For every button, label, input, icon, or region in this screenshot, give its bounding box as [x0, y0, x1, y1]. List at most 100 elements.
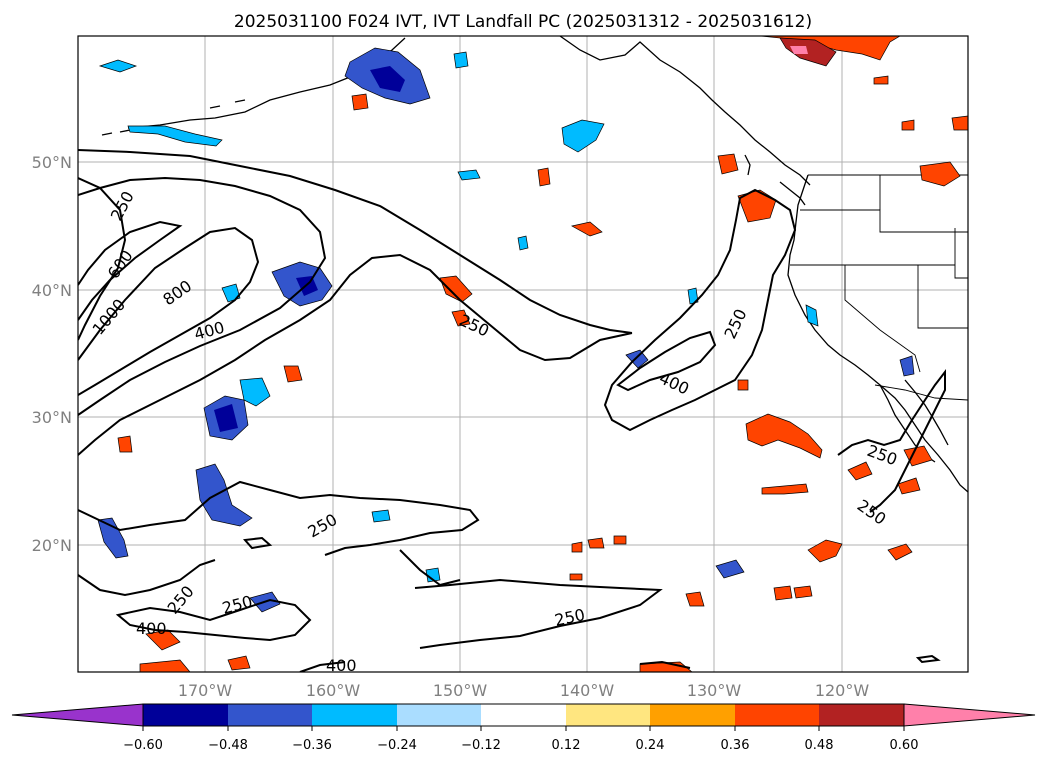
lon-label-150w: 150°W — [433, 681, 488, 700]
neg-patch-gulf-alaska — [561, 119, 605, 153]
neg-patch-west-30n-edge — [239, 377, 271, 407]
pos-patch-mid-37n — [451, 309, 471, 327]
pos-patch-mid-40n — [439, 275, 473, 303]
contour-400-south — [115, 598, 312, 642]
contour-400-bottom — [299, 661, 346, 672]
neg-patch-west-20n — [97, 517, 129, 559]
pos-patch-bottom-2 — [227, 655, 251, 671]
lat-label-40n: 40°N — [32, 281, 72, 300]
latitude-labels: 50°N 40°N 30°N 20°N — [32, 153, 72, 555]
neg-patch-small-7 — [425, 567, 441, 583]
colorbar-tick-label: 0.48 — [805, 738, 834, 753]
lon-label-170w: 170°W — [178, 681, 233, 700]
colorbar-tick-label: −0.60 — [123, 738, 163, 753]
lon-label-160w: 160°W — [306, 681, 361, 700]
contour-250-baja — [837, 369, 946, 513]
colorbar-segment — [481, 704, 566, 726]
neg-patch-small-6 — [371, 509, 391, 523]
map-panel: 250 600 1000 800 400 250 250 400 250 250… — [77, 35, 969, 673]
contour-400-east — [616, 330, 717, 392]
neg-patch-east-pacific — [625, 349, 649, 369]
pos-patch-canada-core — [779, 37, 837, 67]
california-nevada-border — [844, 265, 921, 373]
lat-label-30n: 30°N — [32, 408, 72, 427]
lon-label-120w: 120°W — [815, 681, 870, 700]
longitude-labels: 170°W 160°W 150°W 140°W 130°W 120°W — [178, 681, 870, 700]
contour-250-west-outer — [78, 149, 633, 334]
pos-patch-20n-east — [807, 539, 843, 563]
colorbar-tick-label: −0.48 — [208, 738, 248, 753]
coastlines — [101, 36, 968, 493]
positive-anomaly-shading — [117, 36, 968, 672]
pos-patch-small-h — [351, 93, 369, 111]
colorbar-segment — [566, 704, 650, 726]
pos-patch-nw-interior — [919, 161, 961, 187]
colorbar-tick-label: 0.24 — [636, 738, 665, 753]
gulf-of-california-coast — [904, 379, 949, 446]
neg-patch-east-20n — [715, 559, 745, 579]
contour-250-central-lower — [78, 480, 480, 556]
pos-patch-small-a — [537, 167, 551, 187]
pos-patch-15n-east-2 — [793, 585, 813, 599]
colorbar-tick-label: 0.60 — [890, 738, 919, 753]
pos-patch-bc-coast — [717, 153, 739, 175]
neg-patch-small-2 — [687, 287, 699, 305]
colorbar: −0.60 −0.48 −0.36 −0.24 −0.12 0.12 0.24 … — [11, 703, 1036, 753]
pos-patch-bottom — [139, 659, 191, 672]
neg-patch-small-5 — [453, 51, 469, 69]
map-frame — [77, 35, 969, 673]
pos-patch-32n — [283, 365, 303, 383]
ivt-contours — [78, 149, 946, 672]
contour-250-south — [414, 578, 663, 649]
us-mexico-border — [874, 384, 968, 401]
contour-600 — [78, 177, 127, 341]
contour-250-east — [603, 188, 797, 432]
colorbar-tick-label: 0.12 — [552, 738, 581, 753]
idaho-border — [879, 175, 968, 279]
colorbar-tick-label: 0.36 — [721, 738, 750, 753]
lon-label-130w: 130°W — [687, 681, 742, 700]
neg-patch-small-4 — [517, 235, 529, 251]
neg-patch-small-1 — [457, 169, 481, 181]
pos-patch-canada-pink — [790, 46, 808, 54]
neg-patch-alaska-north — [98, 59, 138, 73]
neg-patch-alaska-west — [127, 125, 223, 147]
pos-patch-baja-1 — [847, 461, 873, 481]
pos-patch-small-e — [587, 537, 605, 549]
lat-label-20n: 20°N — [32, 536, 72, 555]
pos-patch-small-d — [571, 541, 583, 553]
pos-patch-15n-east — [773, 585, 793, 601]
pos-patch-14n — [685, 591, 705, 607]
contour-250-south-2 — [399, 549, 461, 587]
negative-anomaly-shading — [97, 47, 915, 613]
colorbar-segment — [228, 704, 312, 726]
haida-gwaii — [744, 154, 751, 176]
colorbar-extend-right — [903, 703, 1036, 727]
lat-label-50n: 50°N — [32, 153, 72, 172]
pos-patch-small-g — [569, 573, 583, 581]
pos-patch-baja-3 — [897, 477, 921, 495]
map-title: 2025031100 F024 IVT, IVT Landfall PC (20… — [234, 12, 812, 32]
colorbar-frame — [142, 703, 905, 727]
colorbar-tick-label: −0.36 — [292, 738, 332, 753]
lon-label-140w: 140°W — [560, 681, 615, 700]
colorbar-tick-label: −0.24 — [377, 738, 417, 753]
colorbar-segment — [143, 704, 228, 726]
nevada-utah-border — [917, 265, 968, 329]
pos-patch-36n — [737, 379, 749, 391]
pos-patch-28n — [117, 435, 133, 453]
pos-patch-small-f — [613, 535, 627, 545]
colorbar-segment — [735, 704, 819, 726]
neg-patch-small-3 — [221, 283, 241, 303]
contour-small-3 — [639, 660, 691, 669]
neg-patch-central-north-core — [296, 276, 318, 296]
political-borders — [790, 174, 968, 401]
colorbar-segment — [397, 704, 481, 726]
washington-oregon-border — [800, 209, 968, 233]
contour-label: 400 — [136, 619, 167, 638]
neg-patch-baja — [899, 355, 915, 377]
contour-800 — [78, 226, 260, 396]
contour-small-1 — [242, 536, 273, 550]
contour-400-west — [78, 176, 327, 416]
pos-patch-mid-north — [571, 221, 603, 237]
